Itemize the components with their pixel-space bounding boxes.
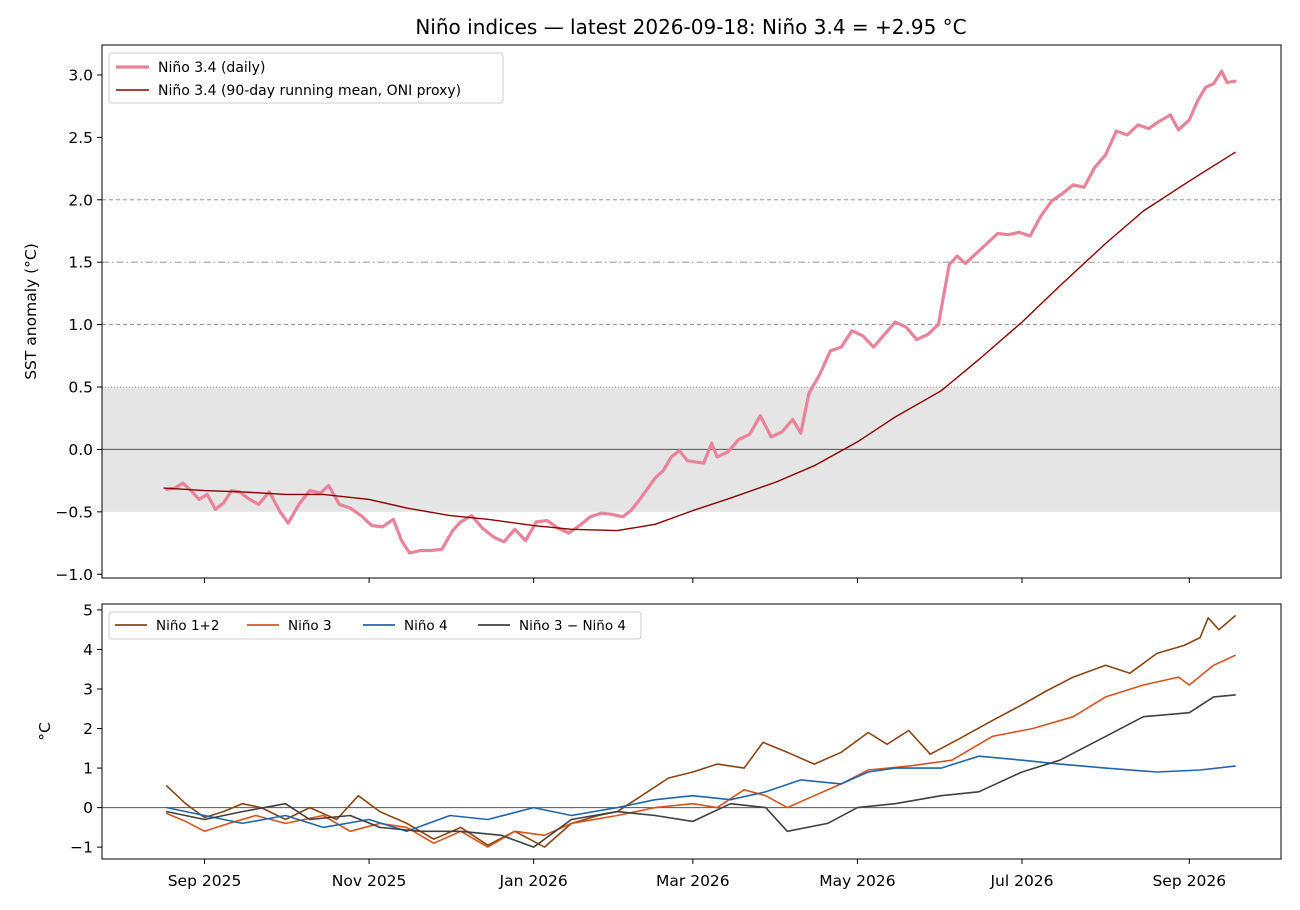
bottom-panel-regional-indices: 5 4 3 2 1 0 −1 °C Niño 1+2 Niño 3 Niño 4 Niño 3 − N… xyxy=(36,601,1282,864)
top-panel-nino34: 3.0 2.5 2.0 1.5 1.0 0.5 0.0 −0.5 −1.0 SST anomaly… xyxy=(22,44,1282,584)
legend-label: Niño 3 xyxy=(288,618,332,634)
x-tick-label: Sep 2025 xyxy=(168,872,242,890)
y-tick-label: 0 xyxy=(83,799,93,817)
y-axis-label: SST anomaly (°C) xyxy=(22,243,40,380)
series-line-2 xyxy=(166,654,1236,848)
shared-time-axis: Sep 2025 Nov 2025 Jan 2026 Mar 2026 May 2026… xyxy=(168,872,1226,890)
y-axis-label: °C xyxy=(36,722,54,741)
legend-label: Niño 4 xyxy=(404,618,448,634)
y-tick-label: 2.5 xyxy=(68,129,93,147)
x-tick-label: Jul 2026 xyxy=(989,872,1053,890)
y-tick-label: 0.0 xyxy=(68,441,93,459)
y-tick-label: −0.5 xyxy=(55,503,93,521)
chart-title: Niño indices — latest 2026-09-18: Niño 3… xyxy=(415,15,966,39)
x-tick-label: Jan 2026 xyxy=(499,872,568,890)
y-tick-label: 1.5 xyxy=(68,254,93,272)
y-tick-label: 3.0 xyxy=(68,66,93,84)
series-line-1 xyxy=(165,69,1237,555)
y-tick-label: 5 xyxy=(83,601,93,619)
legend-label: Niño 3 − Niño 4 xyxy=(519,618,626,634)
series-line-3 xyxy=(166,755,1236,833)
plot-frame xyxy=(101,603,1282,860)
y-tick-label: −1 xyxy=(70,839,93,857)
y-tick-label: 1.0 xyxy=(68,316,93,334)
y-tick-label: 2 xyxy=(83,720,93,738)
x-tick-label: May 2026 xyxy=(819,872,895,890)
y-tick-label: −1.0 xyxy=(55,566,93,584)
legend: Niño 1+2 Niño 3 Niño 4 Niño 3 − Niño 4 xyxy=(108,611,642,640)
x-tick-label: Nov 2025 xyxy=(332,872,407,890)
legend: Niño 3.4 (daily) Niño 3.4 (90-day running… xyxy=(108,52,504,104)
plot-frame xyxy=(101,44,1282,579)
legend-label: Niño 1+2 xyxy=(156,618,219,634)
x-tick-label: Sep 2026 xyxy=(1152,872,1226,890)
legend-label: Niño 3.4 (daily) xyxy=(158,60,265,76)
y-tick-label: 1 xyxy=(83,760,93,778)
legend-label: Niño 3.4 (90-day running mean, ONI proxy… xyxy=(158,83,461,99)
y-tick-label: 4 xyxy=(83,641,93,659)
y-tick-label: 3 xyxy=(83,681,93,699)
y-tick-label: 2.0 xyxy=(68,191,93,209)
series-line-1 xyxy=(166,615,1236,848)
series-line-2 xyxy=(163,151,1236,532)
y-tick-label: 0.5 xyxy=(68,379,93,397)
series-line-4 xyxy=(166,694,1236,848)
x-tick-label: Mar 2026 xyxy=(656,872,730,890)
